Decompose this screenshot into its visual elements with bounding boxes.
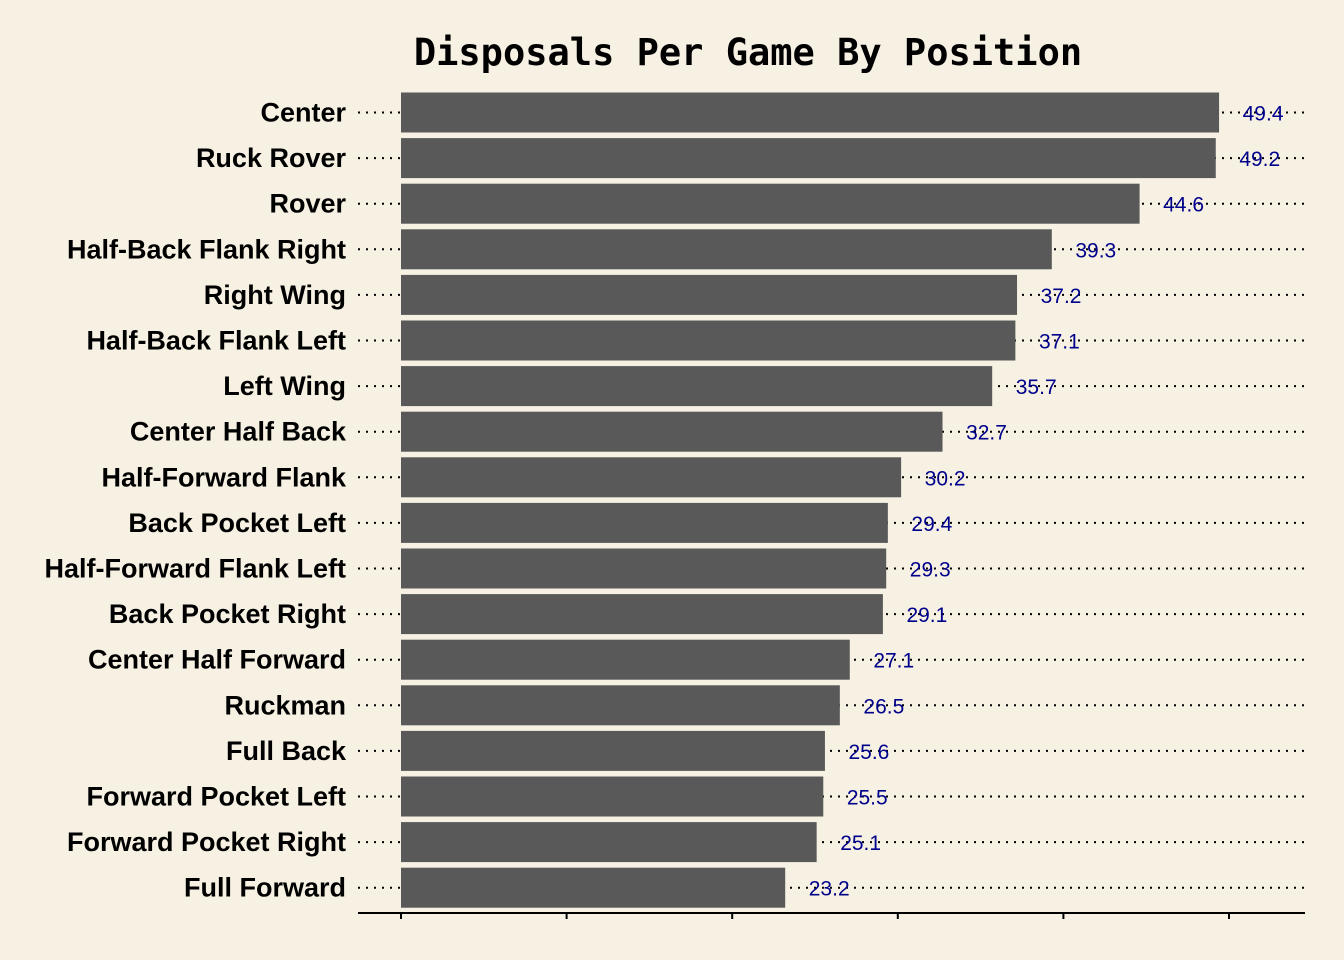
dotted-guides xyxy=(358,111,1305,889)
bar xyxy=(401,502,888,543)
value-label: 30.2 xyxy=(925,467,966,490)
value-label: 37.1 xyxy=(1039,331,1080,354)
category-label: Ruck Rover xyxy=(196,143,347,173)
value-label: 49.4 xyxy=(1243,103,1284,126)
category-label: Forward Pocket Right xyxy=(67,827,346,857)
value-label: 35.7 xyxy=(1016,376,1057,399)
bar xyxy=(401,411,943,452)
bar xyxy=(401,274,1018,315)
category-label: Full Forward xyxy=(184,873,346,903)
category-label: Rover xyxy=(269,189,346,219)
value-label: 49.2 xyxy=(1239,148,1280,171)
category-label: Half-Back Flank Right xyxy=(67,234,346,264)
bar xyxy=(401,457,902,498)
bar xyxy=(401,548,887,589)
value-label: 29.4 xyxy=(911,513,952,536)
bar xyxy=(401,594,883,635)
value-label: 37.2 xyxy=(1041,285,1082,308)
category-label: Full Back xyxy=(226,736,347,766)
category-label: Ruckman xyxy=(224,690,346,720)
category-label: Back Pocket Right xyxy=(109,599,346,629)
bar xyxy=(401,320,1016,361)
bar xyxy=(401,685,840,726)
value-label: 29.3 xyxy=(910,559,951,582)
category-label: Half-Forward Flank xyxy=(101,462,347,492)
value-label: 25.1 xyxy=(840,832,881,855)
category-label: Back Pocket Left xyxy=(128,508,346,538)
value-label: 25.6 xyxy=(848,741,889,764)
bar xyxy=(401,867,786,908)
bar xyxy=(401,229,1052,270)
bar xyxy=(401,730,825,771)
bar xyxy=(401,366,993,407)
value-label: 32.7 xyxy=(966,422,1007,445)
category-label: Forward Pocket Left xyxy=(86,782,346,812)
x-axis xyxy=(358,912,1305,919)
value-label: 23.2 xyxy=(809,878,850,901)
value-label: 25.5 xyxy=(847,787,888,810)
category-label: Center Half Forward xyxy=(88,645,346,675)
value-label: 29.1 xyxy=(906,604,947,627)
bar xyxy=(401,776,824,817)
value-label: 26.5 xyxy=(863,695,904,718)
bars xyxy=(401,92,1220,908)
category-label: Left Wing xyxy=(223,371,346,401)
bar xyxy=(401,92,1220,133)
category-label: Half-Forward Flank Left xyxy=(44,554,346,584)
bar xyxy=(401,822,817,863)
chart-title: Disposals Per Game By Position xyxy=(414,31,1082,74)
category-label: Right Wing xyxy=(204,280,346,310)
category-label: Center xyxy=(260,98,346,128)
value-label: 27.1 xyxy=(873,650,914,673)
category-labels: Center Ruck Rover Rover Half-Back Flank Rig… xyxy=(44,98,347,903)
value-label: 39.3 xyxy=(1075,239,1116,262)
value-label: 44.6 xyxy=(1163,194,1204,217)
category-label: Center Half Back xyxy=(130,417,347,447)
value-labels: 49.4 49.2 44.6 39.3 37.2 37.1 35.7 32.730.2 29.4… xyxy=(809,103,1284,901)
category-label: Half-Back Flank Left xyxy=(86,326,346,356)
bar xyxy=(401,639,850,680)
bar xyxy=(401,183,1140,224)
bar xyxy=(401,138,1216,179)
